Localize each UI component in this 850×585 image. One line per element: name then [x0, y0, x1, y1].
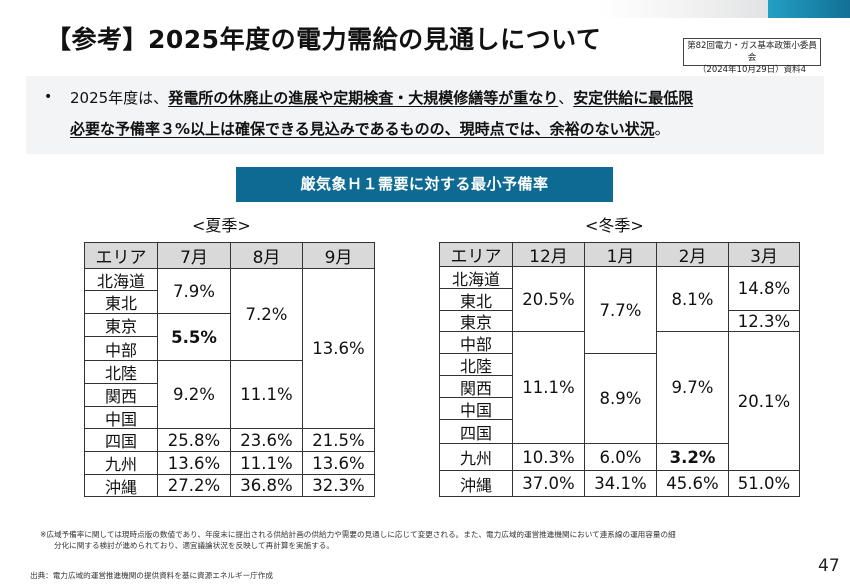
area-cell: 東北: [84, 290, 158, 314]
area-cell: 中部: [84, 336, 158, 361]
source-line-1: 第82回電力・ガス基本政策小委員会: [687, 41, 817, 63]
summary-text: 2025年度は、: [70, 89, 169, 107]
area-cell: 四国: [439, 419, 513, 444]
reserve-margin-cell: 37.0%: [512, 470, 585, 497]
reserve-margin-cell: 7.2%: [230, 268, 303, 361]
area-cell: 関西: [84, 383, 158, 407]
reserve-margin-cell: 34.1%: [584, 470, 657, 497]
header-decor-accent: [768, 0, 850, 18]
reserve-margin-cell: 11.1%: [230, 360, 303, 429]
reserve-margin-cell: 5.5%: [157, 313, 231, 361]
area-cell: 中国: [439, 397, 513, 420]
reserve-margin-cell: 51.0%: [728, 470, 800, 497]
column-header-month: 3月: [728, 242, 800, 267]
column-header-month: 9月: [302, 242, 375, 269]
summary-line-1: 2025年度は、発電所の休廃止の進展や定期検査・大規模修繕等が重なり、安定供給に…: [70, 87, 693, 108]
reserve-margin-cell: 7.7%: [584, 266, 657, 354]
column-header-month: 2月: [656, 242, 729, 267]
area-cell: 沖縄: [84, 474, 158, 497]
page-title: 【参考】2025年度の電力需給の見通しについて: [46, 25, 602, 54]
summary-box: • 2025年度は、発電所の休廃止の進展や定期検査・大規模修繕等が重なり、安定供…: [26, 76, 824, 154]
reserve-margin-cell: 13.6%: [157, 451, 231, 475]
column-header-month: 7月: [157, 242, 231, 269]
area-cell: 九州: [439, 443, 513, 471]
reserve-margin-cell: 3.2%: [656, 443, 729, 471]
area-cell: 北陸: [84, 360, 158, 384]
table-banner: 厳気象Ｈ１需要に対する最小予備率: [236, 167, 613, 202]
reserve-margin-cell: 27.2%: [157, 474, 231, 497]
reserve-margin-cell: 21.5%: [302, 428, 375, 452]
summary-text: 。: [654, 120, 670, 138]
winter-label: <冬季>: [585, 216, 644, 235]
reserve-margin-cell: 20.1%: [728, 331, 800, 471]
page-number: 47: [818, 556, 840, 576]
footnote-line-2: 分化に関する検討が進められており、適宜議論状況を反映して再計算を実施する。: [54, 541, 334, 550]
area-cell: 東北: [439, 288, 513, 311]
reserve-margin-cell: 13.6%: [302, 451, 375, 475]
column-header-month: 8月: [230, 242, 303, 269]
reserve-margin-cell: 32.3%: [302, 474, 375, 497]
footnote: ※広域予備率に関しては現時点版の数値であり、年度末に提出される供給計画の供給力や…: [40, 529, 676, 551]
column-header-month: 1月: [584, 242, 657, 267]
summer-label: <夏季>: [192, 216, 251, 235]
reserve-margin-cell: 8.9%: [584, 353, 657, 444]
reserve-margin-cell: 23.6%: [230, 428, 303, 452]
source-reference-box: 第82回電力・ガス基本政策小委員会 （2024年10月29日）資料4: [683, 38, 821, 75]
reserve-margin-cell: 45.6%: [656, 470, 729, 497]
bullet-icon: •: [44, 89, 53, 105]
reserve-margin-cell: 8.1%: [656, 266, 729, 332]
area-cell: 九州: [84, 451, 158, 475]
source-line-2: （2024年10月29日）資料4: [697, 65, 807, 75]
reserve-margin-cell: 25.8%: [157, 428, 231, 452]
area-cell: 北陸: [439, 353, 513, 376]
area-cell: 四国: [84, 428, 158, 452]
summary-text: 、: [558, 89, 574, 107]
reserve-margin-cell: 11.1%: [512, 331, 585, 444]
header-decor-gradient: [600, 0, 808, 18]
column-header-month: 12月: [512, 242, 585, 267]
reserve-margin-cell: 7.9%: [157, 268, 231, 314]
reserve-margin-cell: 9.7%: [656, 331, 729, 444]
area-cell: 東京: [84, 313, 158, 337]
column-header-area: エリア: [84, 242, 158, 269]
reserve-margin-cell: 9.2%: [157, 360, 231, 429]
reserve-margin-cell: 12.3%: [728, 310, 800, 332]
area-cell: 中国: [84, 406, 158, 429]
column-header-area: エリア: [439, 242, 513, 267]
area-cell: 東京: [439, 310, 513, 332]
summary-emphasis: 発電所の休廃止の進展や定期検査・大規模修繕等が重なり: [168, 89, 559, 107]
reserve-margin-cell: 10.3%: [512, 443, 585, 471]
summary-emphasis: 安定供給に最低限: [573, 89, 694, 107]
reserve-margin-cell: 14.8%: [728, 266, 800, 311]
area-cell: 北海道: [439, 266, 513, 289]
footnote-line-1: ※広域予備率に関しては現時点版の数値であり、年度末に提出される供給計画の供給力や…: [40, 530, 676, 539]
reserve-margin-cell: 11.1%: [230, 451, 303, 475]
reserve-margin-cell: 20.5%: [512, 266, 585, 332]
reserve-margin-cell: 36.8%: [230, 474, 303, 497]
area-cell: 沖縄: [439, 470, 513, 497]
summary-line-2: 必要な予備率３%以上は確保できる見込みであるものの、現時点では、余裕のない状況。: [70, 118, 670, 139]
area-cell: 中部: [439, 331, 513, 354]
summary-emphasis: 必要な予備率３%以上は確保できる見込みであるものの、現時点では、余裕のない状況: [70, 120, 655, 138]
area-cell: 北海道: [84, 268, 158, 291]
reserve-margin-cell: 13.6%: [302, 268, 375, 429]
reserve-margin-cell: 6.0%: [584, 443, 657, 471]
source-credit: 出典：電力広域的運営推進機関の提供資料を基に資源エネルギー庁作成: [30, 571, 273, 580]
area-cell: 関西: [439, 375, 513, 398]
